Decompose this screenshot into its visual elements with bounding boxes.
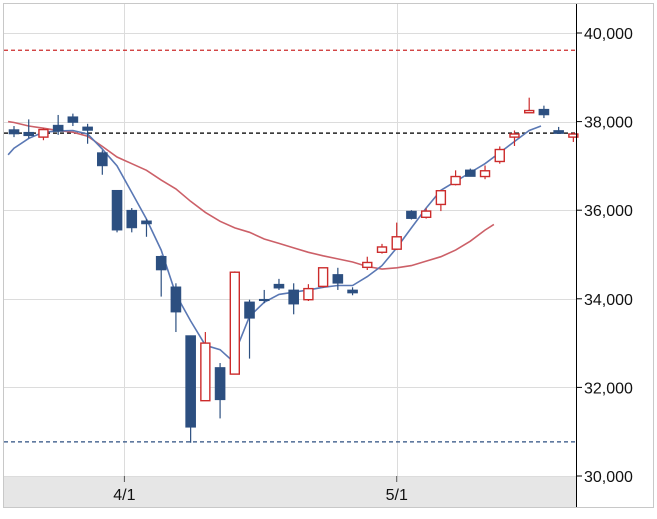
candle-up	[524, 97, 535, 114]
candle-down	[538, 105, 550, 119]
candle-down	[155, 255, 167, 297]
candle-body	[479, 170, 491, 178]
candle-up	[362, 256, 373, 271]
y-tick-label: 32,000	[584, 380, 633, 397]
candle-body	[97, 152, 108, 167]
candle-body	[155, 255, 167, 271]
candle-body	[376, 246, 388, 253]
candle-down	[111, 189, 123, 233]
candle-down	[244, 299, 255, 359]
candle-down	[185, 335, 196, 443]
candle-up	[509, 130, 520, 146]
candle-down	[288, 283, 299, 315]
candle-up	[494, 146, 505, 164]
candle-body	[391, 236, 402, 250]
candle-body	[303, 287, 314, 301]
y-tick-label: 30,000	[584, 469, 633, 486]
candle-body	[420, 210, 432, 218]
candle-up	[229, 271, 241, 375]
candle-body	[200, 342, 211, 402]
candle-up	[303, 284, 314, 302]
candle-body	[288, 289, 299, 305]
moving-average-long-line	[7, 120, 495, 270]
candle-body	[332, 274, 344, 284]
x-axis-ticks: 4/1 5/1	[113, 476, 408, 504]
candle-down	[170, 283, 182, 333]
y-tick-label: 40,000	[584, 26, 633, 43]
candle-body	[244, 301, 255, 319]
candle-body	[347, 289, 358, 294]
candle-down	[273, 278, 285, 290]
candle-up	[376, 243, 388, 254]
candle-body	[465, 169, 476, 177]
x-axis-band	[4, 476, 576, 507]
candle-body	[185, 335, 196, 428]
candle-up	[450, 170, 461, 186]
candle-body	[553, 130, 564, 134]
candle-body	[38, 128, 49, 138]
candle-down	[82, 123, 93, 144]
candle-body	[82, 126, 93, 131]
reference-lines	[4, 49, 576, 443]
candle-up	[479, 165, 491, 180]
candle-body	[67, 116, 79, 123]
y-tick-label: 38,000	[584, 115, 633, 132]
candle-body	[126, 209, 138, 229]
y-tick-label: 34,000	[584, 292, 633, 309]
candle-down	[406, 210, 417, 220]
candle-down	[67, 113, 79, 127]
candle-down	[52, 114, 64, 135]
candle-down	[141, 219, 152, 237]
candle-down	[214, 363, 226, 419]
candle-up	[435, 190, 447, 212]
candle-body	[8, 129, 20, 135]
candle-body	[273, 283, 285, 289]
candle-body	[317, 267, 329, 288]
x-tick-label: 4/1	[113, 487, 135, 504]
chart-border	[3, 3, 654, 508]
candle-up	[420, 208, 432, 219]
candle-body	[450, 175, 461, 186]
candle-body	[111, 189, 123, 231]
candle-up	[200, 332, 211, 402]
x-tick-label: 5/1	[386, 487, 408, 504]
candle-down	[23, 119, 35, 139]
candle-down	[258, 289, 270, 304]
candle-up	[568, 132, 579, 142]
candle-body	[435, 190, 447, 206]
candle-body	[538, 108, 550, 116]
candle-down	[347, 287, 358, 296]
candle-up	[391, 222, 402, 251]
candle-down	[97, 150, 108, 175]
candle-up	[38, 128, 49, 141]
candle-body	[229, 271, 241, 375]
candle-down	[465, 168, 476, 177]
candle-up	[317, 267, 329, 288]
candle-body	[141, 220, 152, 225]
candle-body	[170, 286, 182, 313]
y-tick-label: 36,000	[584, 203, 633, 220]
candle-body	[568, 133, 579, 138]
candle-down	[8, 126, 20, 138]
candle-body	[362, 261, 373, 269]
candle-body	[494, 148, 505, 163]
candle-body	[509, 133, 520, 138]
candle-down	[126, 207, 138, 233]
candle-down	[553, 126, 564, 134]
candles	[8, 97, 579, 443]
candle-body	[214, 367, 226, 401]
candle-body	[52, 124, 64, 132]
candle-body	[406, 210, 417, 219]
candle-body	[23, 131, 35, 137]
candle-body	[524, 109, 535, 114]
candle-body	[258, 298, 270, 302]
y-axis-ticks: 30,000 32,000 34,000 36,000 38,000 40,000	[576, 26, 633, 486]
candle-down	[332, 267, 344, 290]
